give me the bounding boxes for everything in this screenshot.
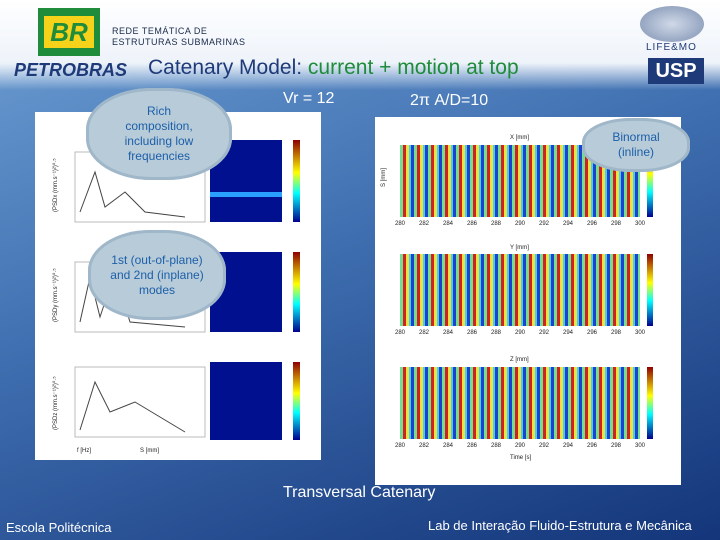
axis-label: (PSDz (mm.s⁻¹)²)⁰·⁵ [52,376,59,430]
colorbar [647,145,653,217]
header [0,0,720,90]
colorbar [293,140,300,222]
callout-text: Rich composition, including low frequenc… [124,104,194,163]
petrobras-name: PETROBRAS [14,60,128,80]
petrobras-logo: BR [38,8,100,56]
response-map [400,367,640,439]
time-tick-label: 284 [443,330,454,336]
title: Catenary Model: current + motion at top [148,56,519,80]
time-tick-label: 280 [395,221,406,227]
network-line: REDE TEMÁTICA DE [112,26,208,36]
time-tick-label: 288 [491,221,502,227]
time-tick-label: 288 [491,330,502,336]
logo-text: BR [44,16,94,48]
time-tick-label: 292 [539,221,550,227]
time-tick-label: 290 [515,221,526,227]
time-tick-label: 282 [419,443,430,449]
time-tick-label: 280 [395,443,406,449]
time-tick-label: 292 [539,443,550,449]
amplitude: 2π A/D=10 [410,92,489,109]
time-tick-label: 282 [419,330,430,336]
time-tick-label: 296 [587,330,598,336]
right-figure: X [mm] Y [mm] Z [mm] S [mm] Time [s] 280… [375,117,681,485]
colorbar [293,362,300,440]
callout-text: Binormal (inline) [612,130,660,159]
psd-curve [79,170,186,218]
lab-logo: LIFE&MO [646,42,697,53]
axis-label: (PSDy (mm.s⁻¹)²)⁰·⁵ [52,268,59,322]
time-tick-label: 286 [467,330,478,336]
time-ticks: 280 280 280 282 282 282 284 284 284 286 286 286 288 2… [395,221,646,449]
map-title: Y [mm] [510,245,529,251]
time-tick-label: 294 [563,330,574,336]
time-tick-label: 300 [635,443,646,449]
axis-label: S [mm] [140,448,159,454]
time-tick-label: 298 [611,330,622,336]
time-tick-label: 288 [491,443,502,449]
time-tick-label: 284 [443,221,454,227]
time-tick-label: 296 [587,221,598,227]
time-tick-label: 284 [443,443,454,449]
reduced-velocity: Vr = 12 [283,90,335,107]
axis-label: S [mm] [381,168,387,187]
time-tick-label: 300 [635,221,646,227]
callout: 1st (out-of-plane) and 2nd (inplane) mod… [88,230,226,320]
colorbar [647,367,653,439]
colorbar [647,254,653,326]
time-tick-label: 298 [611,443,622,449]
network-line: ESTRUTURAS SUBMARINAS [112,37,246,47]
plot-box [74,366,206,438]
map-title: X [mm] [510,135,529,141]
callout-text: 1st (out-of-plane) and 2nd (inplane) mod… [110,252,204,297]
title-part: current + motion at top [307,56,519,79]
usp-logo: USP [648,58,704,84]
time-tick-label: 294 [563,221,574,227]
time-tick-label: 286 [467,221,478,227]
time-tick-label: 294 [563,443,574,449]
footer-right: Lab de Interação Fluido-Estrutura e Mecâ… [428,518,692,533]
map-title: Z [mm] [510,357,529,363]
axis-label: (PSDx (mm.s⁻¹)²)⁰·⁵ [52,158,59,212]
title-part: Catenary Model: [148,56,303,79]
lab-emblem [640,6,704,42]
time-tick-label: 300 [635,330,646,336]
axis-label: Time [s] [510,455,531,461]
axis-label: f [Hz] [77,448,91,454]
network-name: REDE TEMÁTICA DE ESTRUTURAS SUBMARINAS [112,26,246,48]
time-tick-label: 292 [539,330,550,336]
callout: Binormal (inline) [582,118,690,172]
time-tick-label: 282 [419,221,430,227]
caption: Transversal Catenary [283,484,436,501]
time-tick-label: 280 [395,330,406,336]
callout: Rich composition, including low frequenc… [86,88,232,180]
psd-curve [79,380,186,433]
time-tick-label: 298 [611,221,622,227]
colorbar [293,252,300,332]
spectrum-map [210,362,282,440]
time-tick-label: 286 [467,443,478,449]
response-map [400,254,640,326]
time-tick-label: 296 [587,443,598,449]
time-tick-label: 290 [515,330,526,336]
footer-left: Escola Politécnica [6,520,112,535]
spectrum-band [210,192,282,197]
time-tick-label: 290 [515,443,526,449]
